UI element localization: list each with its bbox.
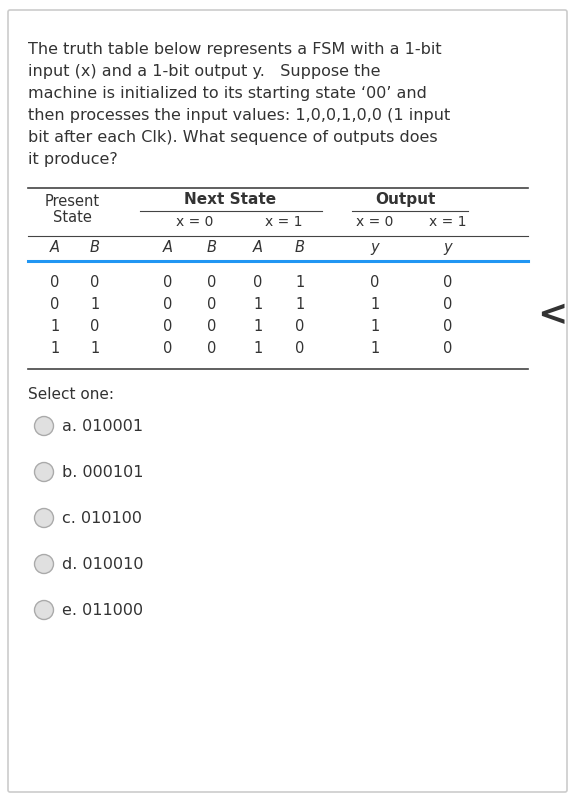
Text: 1: 1 <box>50 319 59 334</box>
Text: 0: 0 <box>207 297 217 312</box>
Text: 0: 0 <box>253 275 263 290</box>
Text: 1: 1 <box>50 341 59 356</box>
Text: 1: 1 <box>295 297 305 312</box>
Text: it produce?: it produce? <box>28 152 118 167</box>
Text: 1: 1 <box>370 319 380 334</box>
Text: 0: 0 <box>207 341 217 356</box>
Text: 0: 0 <box>443 341 453 356</box>
Circle shape <box>36 510 53 526</box>
Text: 0: 0 <box>163 341 173 356</box>
Text: Select one:: Select one: <box>28 387 114 402</box>
Text: A: A <box>50 240 60 255</box>
Text: 1: 1 <box>253 341 263 356</box>
Text: 0: 0 <box>443 275 453 290</box>
Text: 0: 0 <box>295 319 305 334</box>
Text: e. 011000: e. 011000 <box>62 603 143 618</box>
Text: 1: 1 <box>370 341 380 356</box>
Text: y: y <box>370 240 379 255</box>
Text: 0: 0 <box>443 297 453 312</box>
Circle shape <box>36 418 53 434</box>
Text: 0: 0 <box>163 275 173 290</box>
Text: Next State: Next State <box>184 192 276 207</box>
Text: 0: 0 <box>91 275 100 290</box>
Text: 0: 0 <box>163 297 173 312</box>
Text: machine is initialized to its starting state ‘00’ and: machine is initialized to its starting s… <box>28 86 427 101</box>
Text: 0: 0 <box>50 297 59 312</box>
Text: B: B <box>295 240 305 255</box>
Text: 0: 0 <box>163 319 173 334</box>
Text: 1: 1 <box>91 341 100 356</box>
Text: x = 0: x = 0 <box>177 215 213 229</box>
Text: Output: Output <box>375 192 435 207</box>
Text: 1: 1 <box>253 297 263 312</box>
Text: 1: 1 <box>370 297 380 312</box>
Text: input (x) and a 1-bit output y.   Suppose the: input (x) and a 1-bit output y. Suppose … <box>28 64 380 79</box>
Text: d. 010010: d. 010010 <box>62 557 144 572</box>
Text: B: B <box>90 240 100 255</box>
Text: Present: Present <box>44 194 100 209</box>
Text: B: B <box>207 240 217 255</box>
Text: 1: 1 <box>253 319 263 334</box>
Text: b. 000101: b. 000101 <box>62 465 144 480</box>
Text: 1: 1 <box>91 297 100 312</box>
Text: State: State <box>53 210 91 225</box>
Text: x = 1: x = 1 <box>265 215 303 229</box>
Text: A: A <box>163 240 173 255</box>
Text: then processes the input values: 1,0,0,1,0,0 (1 input: then processes the input values: 1,0,0,1… <box>28 108 450 123</box>
Text: 0: 0 <box>207 319 217 334</box>
Text: x = 1: x = 1 <box>429 215 467 229</box>
Text: 0: 0 <box>443 319 453 334</box>
Text: 0: 0 <box>91 319 100 334</box>
Circle shape <box>36 555 53 573</box>
Text: x = 0: x = 0 <box>357 215 394 229</box>
Text: a. 010001: a. 010001 <box>62 419 143 434</box>
Text: 0: 0 <box>370 275 380 290</box>
Text: 0: 0 <box>50 275 59 290</box>
Text: 0: 0 <box>295 341 305 356</box>
Text: The truth table below represents a FSM with a 1-bit: The truth table below represents a FSM w… <box>28 42 441 57</box>
Text: bit after each Clk). What sequence of outputs does: bit after each Clk). What sequence of ou… <box>28 130 437 145</box>
Text: 0: 0 <box>207 275 217 290</box>
Text: y: y <box>444 240 452 255</box>
Text: 1: 1 <box>295 275 305 290</box>
Text: c. 010100: c. 010100 <box>62 511 142 526</box>
Text: A: A <box>253 240 263 255</box>
FancyBboxPatch shape <box>8 10 567 792</box>
Text: <: < <box>537 298 567 332</box>
Circle shape <box>36 602 53 618</box>
Circle shape <box>36 463 53 481</box>
